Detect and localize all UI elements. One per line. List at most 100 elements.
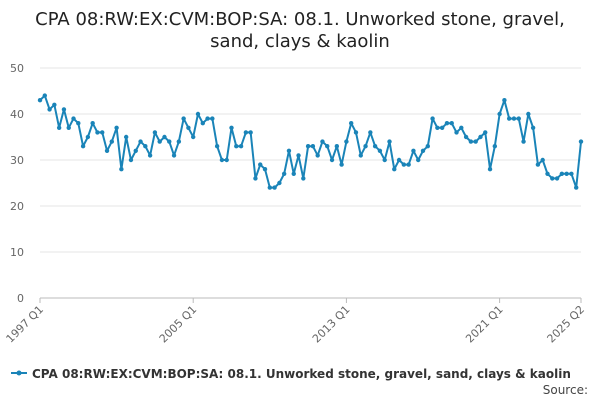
data-point[interactable] [248, 130, 253, 135]
data-point[interactable] [387, 139, 392, 144]
data-point[interactable] [329, 157, 335, 163]
data-point[interactable] [425, 144, 430, 149]
data-point[interactable] [224, 157, 229, 163]
data-point[interactable] [516, 116, 521, 121]
data-point[interactable] [459, 125, 464, 130]
data-point[interactable] [535, 162, 541, 167]
data-point[interactable] [564, 171, 569, 176]
data-point[interactable] [368, 130, 373, 135]
data-point[interactable] [420, 148, 426, 153]
data-point[interactable] [262, 167, 268, 172]
data-point[interactable] [47, 107, 52, 112]
data-point[interactable] [372, 144, 378, 149]
data-point[interactable] [468, 139, 474, 144]
data-point[interactable] [181, 116, 186, 121]
data-point[interactable] [540, 157, 545, 163]
data-point[interactable] [229, 125, 234, 130]
data-point[interactable] [478, 134, 483, 140]
data-point[interactable] [344, 139, 349, 144]
data-point[interactable] [526, 111, 531, 117]
data-point[interactable] [171, 153, 177, 158]
data-point[interactable] [195, 111, 201, 117]
data-point[interactable] [430, 116, 435, 121]
data-point[interactable] [396, 157, 402, 163]
data-point[interactable] [401, 162, 407, 167]
data-point[interactable] [463, 134, 469, 140]
data-point[interactable] [66, 125, 71, 130]
data-point[interactable] [253, 176, 258, 181]
data-point[interactable] [219, 157, 225, 163]
data-point[interactable] [363, 144, 368, 149]
data-point[interactable] [114, 125, 119, 130]
data-point[interactable] [382, 157, 387, 163]
data-point[interactable] [358, 153, 363, 158]
data-point[interactable] [210, 116, 215, 121]
data-point[interactable] [143, 144, 148, 149]
data-point[interactable] [205, 116, 210, 121]
data-point[interactable] [52, 102, 57, 108]
data-point[interactable] [214, 144, 220, 149]
data-point[interactable] [109, 139, 115, 144]
data-point[interactable] [123, 134, 129, 140]
data-point[interactable] [85, 134, 91, 140]
data-point[interactable] [487, 167, 493, 172]
data-point[interactable] [454, 130, 459, 135]
data-point[interactable] [147, 153, 153, 158]
data-point[interactable] [272, 185, 277, 190]
data-point[interactable] [416, 157, 421, 163]
data-point[interactable] [392, 167, 397, 172]
data-point[interactable] [296, 153, 301, 158]
data-point[interactable] [281, 171, 287, 176]
data-point[interactable] [377, 148, 383, 153]
data-point[interactable] [100, 130, 105, 135]
data-point[interactable] [61, 107, 67, 112]
data-point[interactable] [406, 162, 411, 167]
data-point[interactable] [291, 171, 296, 176]
data-point[interactable] [320, 139, 325, 144]
data-point[interactable] [439, 125, 445, 130]
data-point[interactable] [502, 98, 507, 103]
data-point[interactable] [444, 121, 450, 126]
data-point[interactable] [133, 148, 138, 153]
data-point[interactable] [76, 121, 81, 126]
data-point[interactable] [315, 153, 320, 158]
data-point[interactable] [176, 139, 182, 144]
data-point[interactable] [128, 157, 134, 163]
data-point[interactable] [353, 130, 359, 135]
data-point[interactable] [37, 98, 43, 103]
data-point[interactable] [152, 130, 158, 135]
data-point[interactable] [186, 125, 191, 130]
data-point[interactable] [348, 121, 354, 126]
data-point[interactable] [521, 139, 526, 144]
data-point[interactable] [301, 176, 306, 181]
data-point[interactable] [506, 116, 512, 121]
data-point[interactable] [286, 148, 292, 153]
data-point[interactable] [511, 116, 517, 121]
data-point[interactable] [42, 93, 47, 98]
data-point[interactable] [334, 144, 340, 149]
data-point[interactable] [191, 134, 196, 140]
data-point[interactable] [497, 111, 502, 117]
data-point[interactable] [559, 171, 565, 176]
data-point[interactable] [578, 139, 584, 144]
data-point[interactable] [483, 130, 488, 135]
data-point[interactable] [138, 139, 143, 144]
data-point[interactable] [574, 185, 579, 190]
data-point[interactable] [550, 176, 555, 181]
data-point[interactable] [167, 139, 172, 144]
data-point[interactable] [492, 144, 498, 149]
data-point[interactable] [162, 134, 167, 140]
data-point[interactable] [411, 148, 416, 153]
data-point[interactable] [157, 139, 162, 144]
data-point[interactable] [95, 130, 100, 135]
data-point[interactable] [554, 176, 560, 181]
data-point[interactable] [305, 144, 311, 149]
data-point[interactable] [90, 121, 95, 126]
data-point[interactable] [435, 125, 440, 130]
data-point[interactable] [310, 144, 316, 149]
data-point[interactable] [243, 130, 249, 135]
data-point[interactable] [277, 180, 282, 186]
data-point[interactable] [119, 167, 124, 172]
data-point[interactable] [238, 144, 244, 149]
data-point[interactable] [71, 116, 76, 121]
